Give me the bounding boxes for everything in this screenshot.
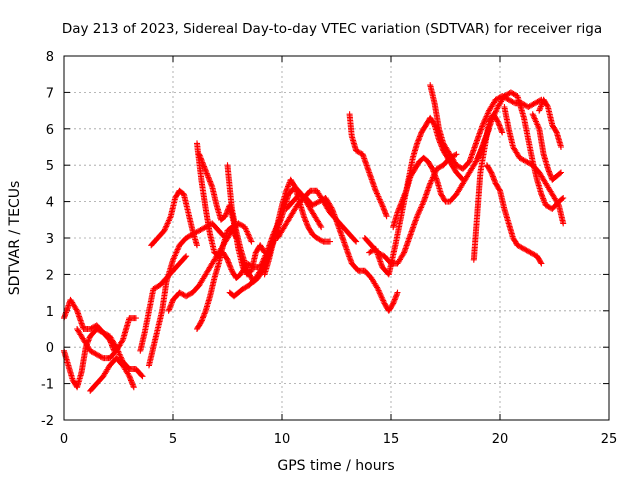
y-tick-label: -2 xyxy=(41,414,54,429)
series-pass-17 xyxy=(346,111,390,220)
data-markers xyxy=(483,162,545,267)
data-markers xyxy=(148,187,200,249)
data-markers xyxy=(475,89,567,212)
data-layer xyxy=(61,82,567,394)
data-markers xyxy=(194,224,240,332)
series-pass-3 xyxy=(87,355,137,394)
x-tick-label: 15 xyxy=(383,432,400,447)
data-markers xyxy=(74,315,139,362)
y-tick-label: 1 xyxy=(46,305,54,320)
grid-layer xyxy=(64,56,609,420)
series-pass-27 xyxy=(536,96,564,150)
data-markers xyxy=(346,111,390,220)
data-markers xyxy=(283,191,401,314)
x-tick-label: 20 xyxy=(492,432,509,447)
y-tick-label: 0 xyxy=(46,341,54,356)
y-tick-label: 7 xyxy=(46,86,54,101)
data-markers xyxy=(146,220,229,369)
series-pass-1 xyxy=(61,296,146,380)
data-markers xyxy=(61,296,146,380)
series-pass-24 xyxy=(483,162,545,267)
data-markers xyxy=(536,96,564,150)
series-pass-25 xyxy=(501,104,567,227)
data-markers xyxy=(87,355,137,394)
data-markers xyxy=(529,111,564,183)
x-tick-label: 5 xyxy=(169,432,177,447)
series-pass-6 xyxy=(146,220,229,369)
x-axis-label: GPS time / hours xyxy=(277,458,394,474)
y-tick-label: 2 xyxy=(46,268,54,283)
series-pass-7 xyxy=(148,187,200,249)
x-tick-label: 10 xyxy=(274,432,291,447)
x-tick-label: 0 xyxy=(60,432,68,447)
y-tick-label: 8 xyxy=(46,50,54,65)
y-tick-label: 3 xyxy=(46,232,54,247)
y-axis-label: SDTVAR / TECUs xyxy=(7,181,23,296)
data-markers xyxy=(501,104,567,227)
y-tick-label: 4 xyxy=(46,196,54,211)
axis-layer: -2 -1 0 1 2 3 4 5 6 7 8 0 5 10 15 20 25 xyxy=(41,50,617,447)
y-tick-label: 6 xyxy=(46,123,54,138)
series-pass-4 xyxy=(74,315,139,362)
y-tick-label: 5 xyxy=(46,159,54,174)
series-pass-23 xyxy=(475,89,567,212)
series-pass-11 xyxy=(194,224,240,332)
x-tick-label: 25 xyxy=(601,432,618,447)
chart-title: Day 213 of 2023, Sidereal Day-to-day VTE… xyxy=(62,21,602,37)
series-pass-16 xyxy=(283,191,401,314)
y-tick-label: -1 xyxy=(41,378,54,393)
series-pass-26 xyxy=(529,111,564,183)
plot-frame xyxy=(63,55,610,421)
